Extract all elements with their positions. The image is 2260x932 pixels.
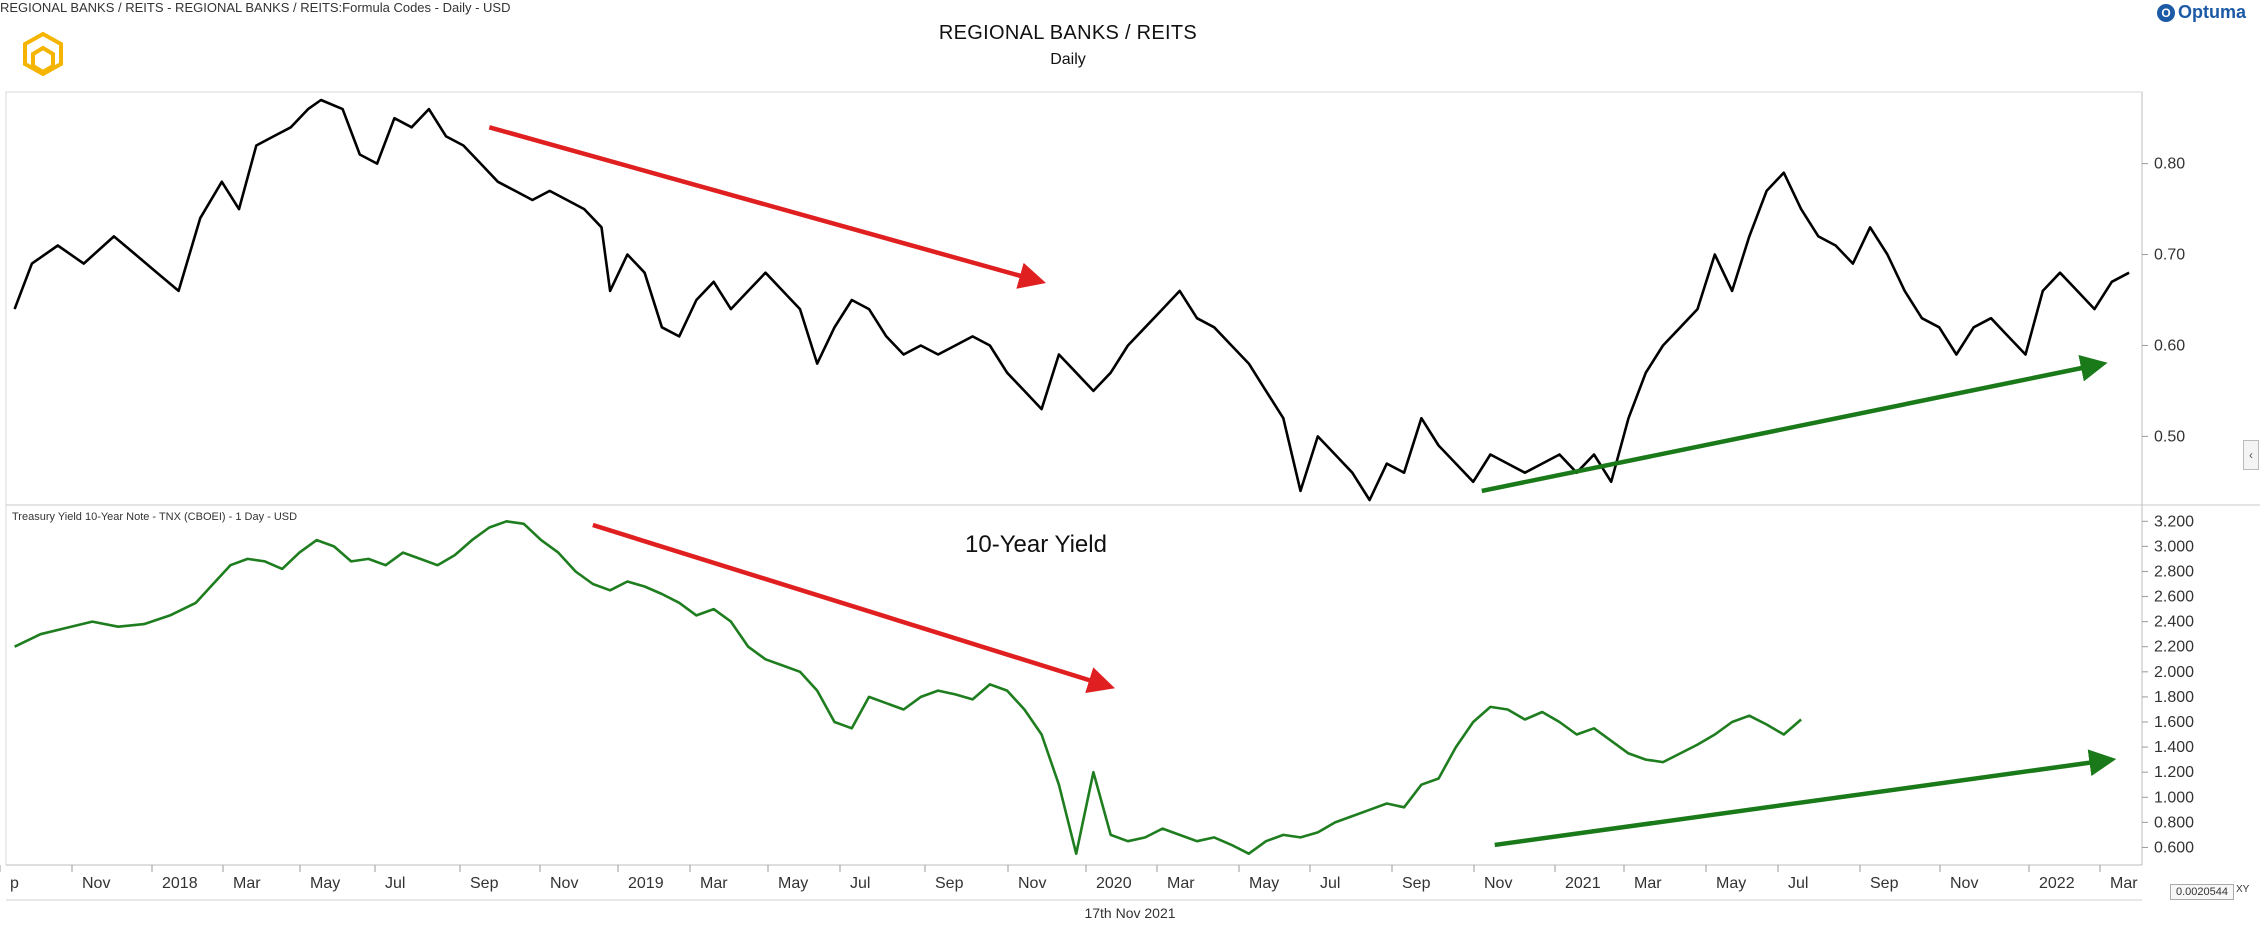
y-tick-label-1-5: 2.200 [2154, 639, 2194, 656]
x-tick-label-3: Mar [233, 875, 261, 892]
y-tick-label-1-1: 3.000 [2154, 538, 2194, 555]
x-tick-label-10: May [778, 875, 808, 892]
y-tick-label-1-9: 1.400 [2154, 739, 2194, 756]
chart-subtitle: Daily [1050, 51, 1086, 68]
y-tick-label-0-0: 0.80 [2154, 156, 2185, 173]
x-tick-label-26: 2022 [2039, 875, 2075, 892]
x-tick-label-21: Mar [1634, 875, 1662, 892]
collapse-panel-icon[interactable]: ‹ [2243, 440, 2259, 470]
hexagon-logo-icon [23, 31, 63, 77]
y-tick-label-0-3: 0.50 [2154, 428, 2185, 445]
y-tick-label-1-11: 1.000 [2154, 789, 2194, 806]
y-tick-label-1-2: 2.800 [2154, 563, 2194, 580]
x-tick-label-7: Nov [550, 875, 578, 892]
x-tick-label-20: 2021 [1565, 875, 1601, 892]
x-tick-label-8: 2019 [628, 875, 664, 892]
x-tick-label-9: Mar [700, 875, 728, 892]
x-tick-label-27: Mar [2110, 875, 2138, 892]
x-tick-label-12: Sep [935, 875, 964, 892]
y-tick-label-1-10: 1.200 [2154, 764, 2194, 781]
x-tick-label-2: 2018 [162, 875, 198, 892]
trend-arrow-1-0 [592, 522, 1115, 694]
x-tick-label-19: Nov [1484, 875, 1512, 892]
x-tick-label-0: p [10, 875, 19, 892]
chart-title: REGIONAL BANKS / REITS [938, 22, 1198, 44]
x-tick-label-13: Nov [1018, 875, 1046, 892]
brand-logo: O Optuma [2156, 2, 2246, 23]
chart-header-info: REGIONAL BANKS / REITS - REGIONAL BANKS … [0, 0, 511, 15]
y-tick-label-0-2: 0.60 [2154, 337, 2185, 354]
x-tick-label-16: May [1249, 875, 1279, 892]
chart-frame [5, 91, 2143, 866]
trend-arrow-1-1 [1494, 749, 2117, 848]
lower-pane-title: 10-Year Yield [965, 531, 1107, 558]
scale-value[interactable]: 0.0020544 [2170, 884, 2234, 900]
x-tick-label-14: 2020 [1096, 875, 1132, 892]
series-line-1-0 [14, 520, 1802, 855]
trend-arrow-0-1 [1481, 354, 2108, 494]
y-tick-label-1-12: 0.800 [2154, 814, 2194, 831]
y-tick-label-1-7: 1.800 [2154, 689, 2194, 706]
lower-pane-label: Treasury Yield 10-Year Note - TNX (CBOEI… [12, 511, 297, 523]
x-tick-label-18: Sep [1402, 875, 1431, 892]
y-tick-label-1-4: 2.400 [2154, 614, 2194, 631]
brand-name: Optuma [2177, 2, 2246, 22]
x-tick-label-6: Sep [470, 875, 499, 892]
trend-arrow-0-0 [488, 125, 1046, 289]
x-tick-label-4: May [310, 875, 340, 892]
x-tick-label-11: Jul [850, 875, 870, 892]
y-tick-label-1-6: 2.000 [2154, 664, 2194, 681]
series-line-0-0 [13, 98, 2130, 502]
y-tick-label-1-3: 2.600 [2154, 589, 2194, 606]
footer-date: 17th Nov 2021 [1084, 905, 1176, 921]
x-tick-label-5: Jul [385, 875, 405, 892]
x-tick-label-25: Nov [1950, 875, 1978, 892]
y-tick-label-1-0: 3.200 [2154, 513, 2194, 530]
x-tick-label-24: Sep [1870, 875, 1899, 892]
xy-toggle[interactable]: XY [2236, 884, 2250, 895]
x-tick-label-22: May [1716, 875, 1746, 892]
y-tick-label-1-13: 0.600 [2154, 839, 2194, 856]
x-tick-label-15: Mar [1167, 875, 1195, 892]
y-tick-label-0-1: 0.70 [2154, 247, 2185, 264]
x-tick-label-1: Nov [82, 875, 110, 892]
x-tick-label-23: Jul [1788, 875, 1808, 892]
optuma-icon: O [2156, 3, 2175, 22]
y-tick-label-1-8: 1.600 [2154, 714, 2194, 731]
x-tick-label-17: Jul [1320, 875, 1340, 892]
